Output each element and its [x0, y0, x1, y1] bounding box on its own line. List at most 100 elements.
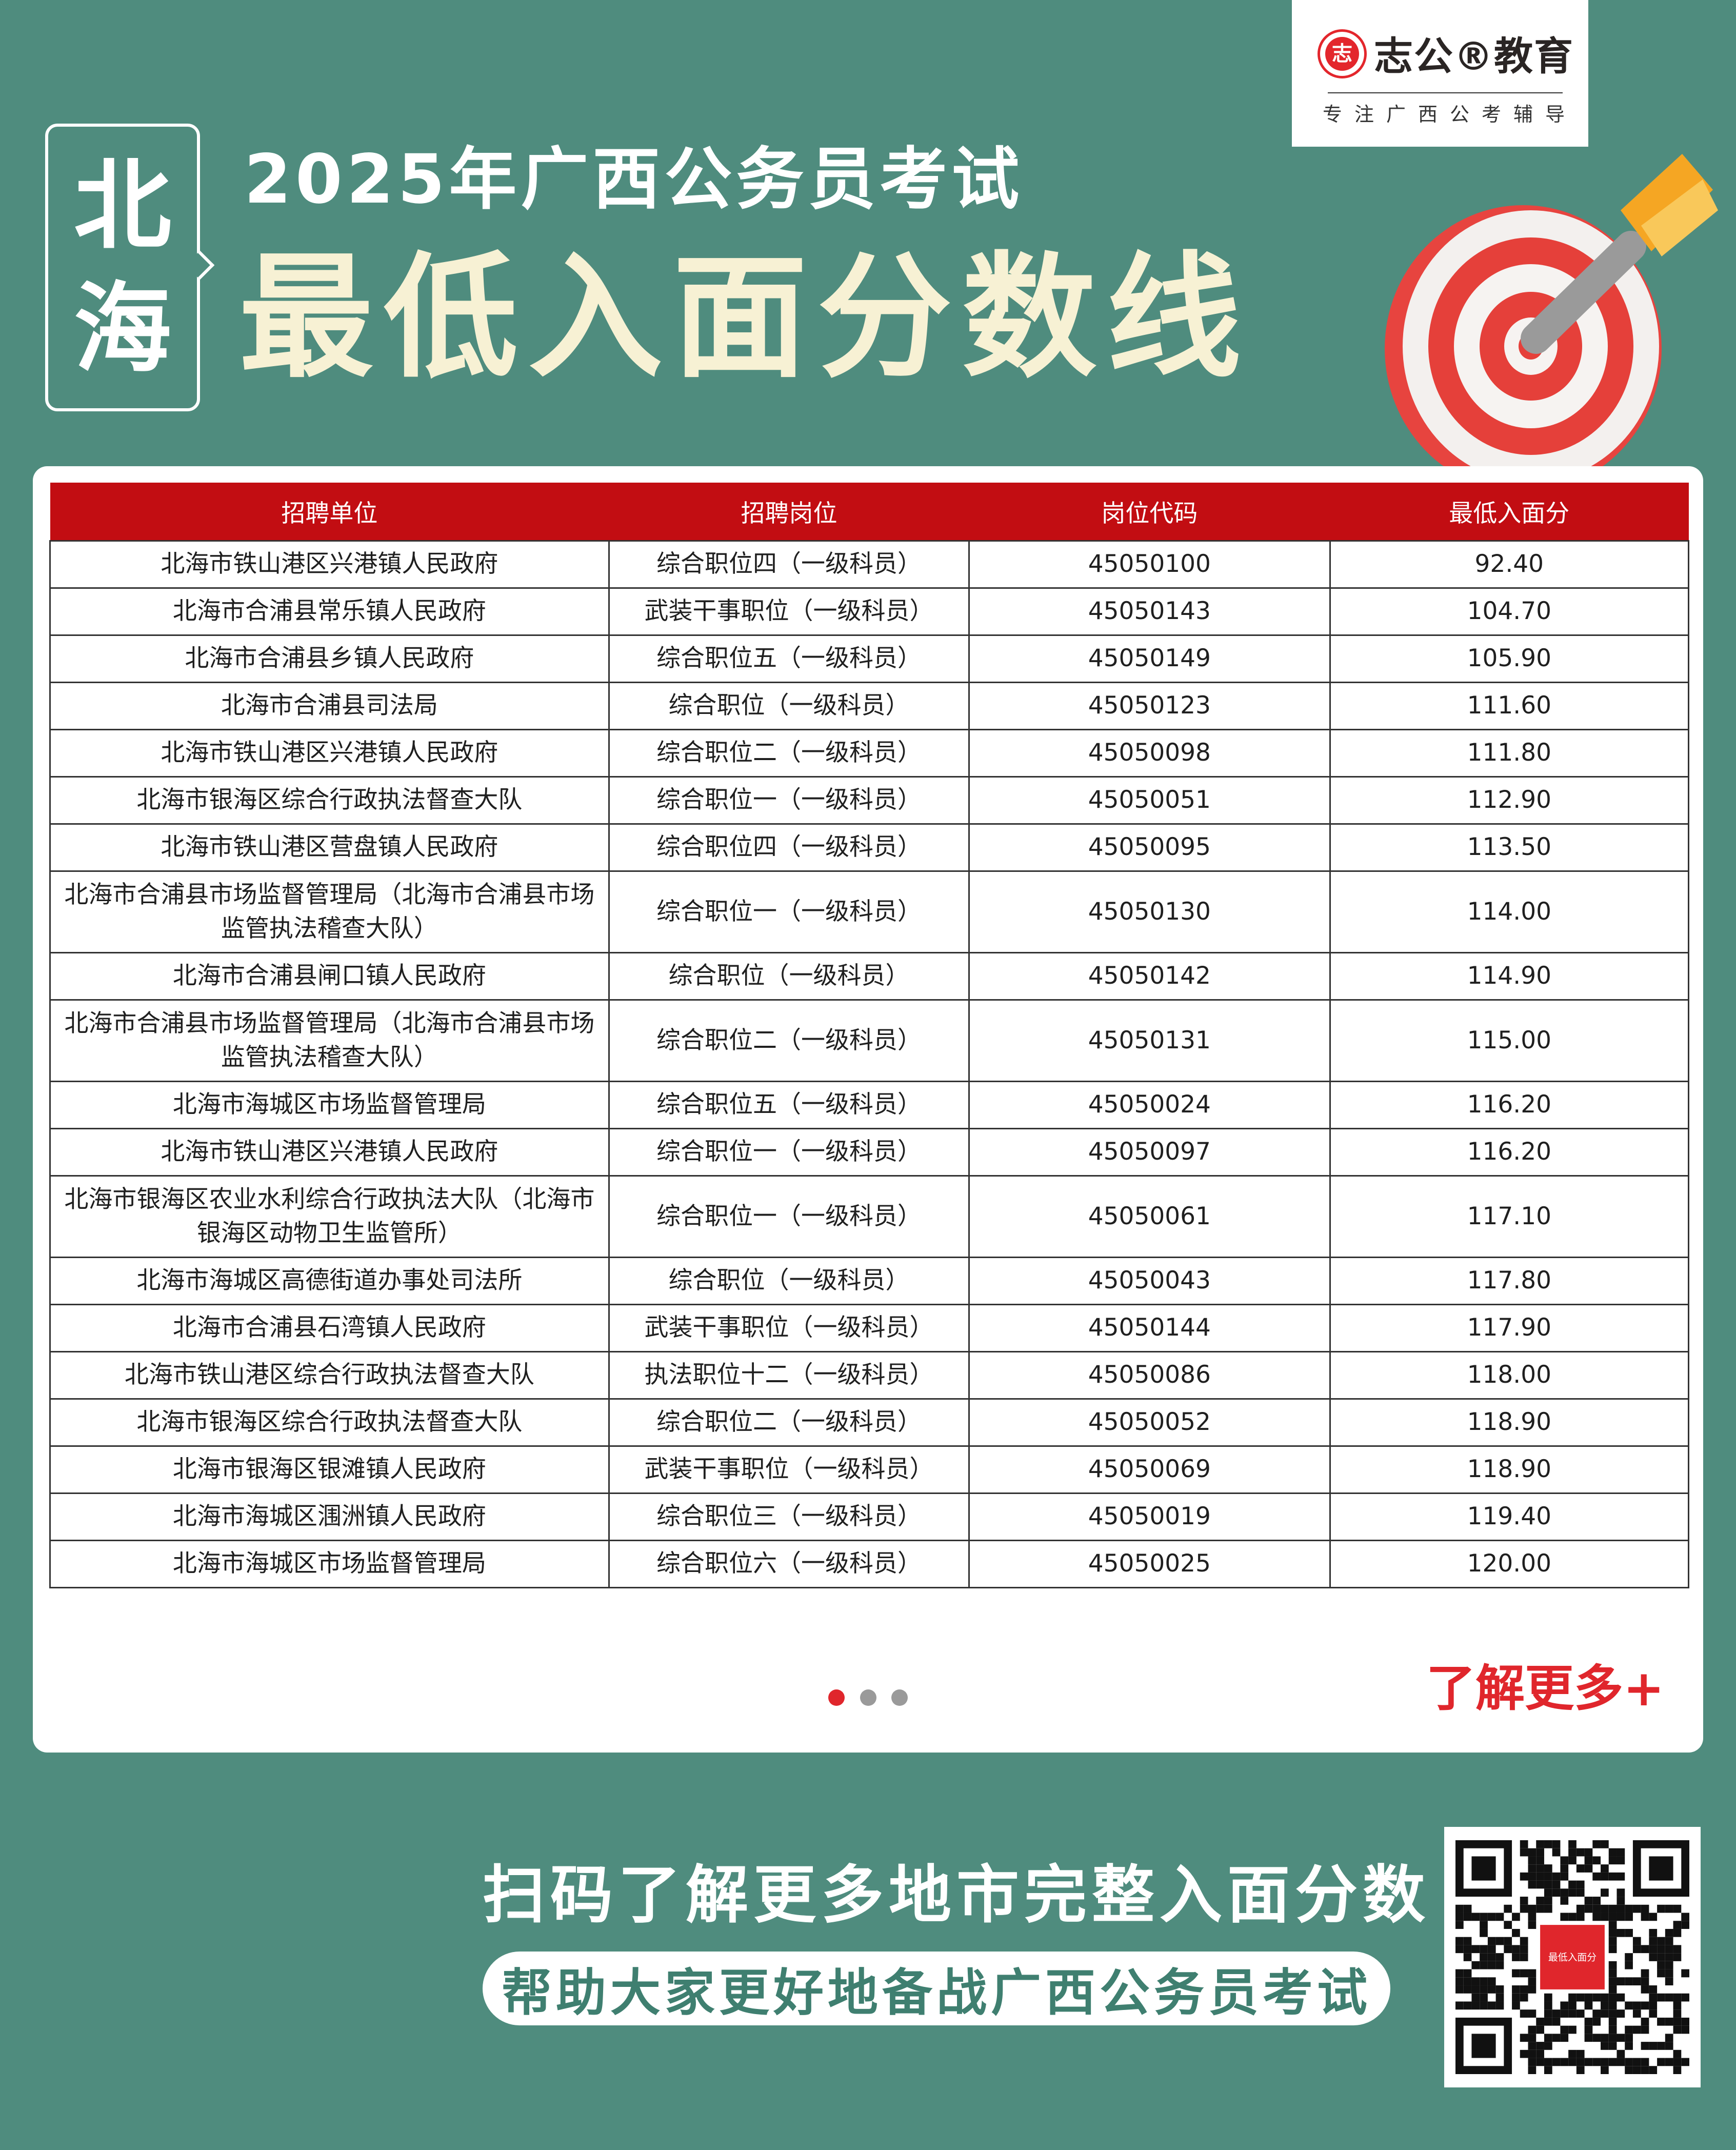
city-badge: 北 海	[45, 124, 200, 411]
cell-score: 117.90	[1329, 1303, 1690, 1352]
cell-position: 综合职位（一级科员）	[608, 1256, 970, 1305]
cell-score: 111.60	[1329, 681, 1690, 730]
city-char: 海	[73, 272, 171, 386]
cell-score: 114.90	[1329, 951, 1690, 1001]
cell-unit: 北海市铁山港区兴港镇人民政府	[49, 728, 610, 778]
logo-seal-icon: 志	[1318, 29, 1367, 78]
cell-score: 118.90	[1329, 1398, 1690, 1447]
table-row: 北海市海城区市场监督管理局 综合职位六（一级科员） 45050025 120.00	[49, 1539, 1690, 1588]
page-subtitle: 2025年广西公务员考试	[244, 140, 1024, 219]
cta-heading: 扫码了解更多地市完整入面分数	[483, 1859, 1430, 1932]
cell-score: 118.00	[1329, 1350, 1690, 1400]
qr-center-label: 最低入面分	[1548, 1952, 1597, 1963]
page-title: 最低入面分数线	[239, 240, 1251, 396]
cell-unit: 北海市海城区涠洲镇人民政府	[49, 1492, 610, 1541]
cell-score: 116.20	[1329, 1080, 1690, 1129]
score-table: 招聘单位 招聘岗位 岗位代码 最低入面分 北海市铁山港区兴港镇人民政府 综合职位四…	[49, 483, 1690, 1588]
cell-unit: 北海市合浦县乡镇人民政府	[49, 634, 610, 683]
cell-unit: 北海市合浦县石湾镇人民政府	[49, 1303, 610, 1352]
city-char: 北	[73, 149, 171, 263]
cell-code: 45050098	[968, 728, 1331, 778]
cell-code: 45050095	[968, 823, 1331, 872]
cell-position: 综合职位四（一级科员）	[608, 540, 970, 589]
cell-position: 综合职位五（一级科员）	[608, 634, 970, 683]
table-row: 北海市合浦县司法局 综合职位（一级科员） 45050123 111.60	[49, 681, 1690, 730]
qr-code[interactable]: 最低入面分	[1444, 1827, 1701, 2087]
table-row: 北海市银海区银滩镇人民政府 武装干事职位（一级科员） 45050069 118.90	[49, 1445, 1690, 1494]
cell-code: 45050097	[968, 1127, 1331, 1177]
cell-score: 119.40	[1329, 1492, 1690, 1541]
table-row: 北海市合浦县乡镇人民政府 综合职位五（一级科员） 45050149 105.90	[49, 634, 1690, 683]
column-header: 最低入面分	[1330, 483, 1689, 541]
table-row: 北海市银海区综合行政执法督查大队 综合职位二（一级科员） 45050052 118.9…	[49, 1398, 1690, 1447]
cell-code: 45050024	[968, 1080, 1331, 1129]
cell-code: 45050061	[968, 1174, 1331, 1258]
page-dot[interactable]	[860, 1689, 876, 1706]
cell-code: 45050130	[968, 870, 1331, 953]
table-row: 北海市合浦县常乐镇人民政府 武装干事职位（一级科员） 45050143 104.70	[49, 587, 1690, 636]
cell-code: 45050025	[968, 1539, 1331, 1588]
cell-score: 105.90	[1329, 634, 1690, 683]
cell-code: 45050051	[968, 775, 1331, 825]
cell-code: 45050143	[968, 587, 1331, 636]
cell-score: 114.00	[1329, 870, 1690, 953]
cell-unit: 北海市铁山港区兴港镇人民政府	[49, 540, 610, 589]
cell-position: 综合职位一（一级科员）	[608, 870, 970, 953]
table-row: 北海市铁山港区综合行政执法督查大队 执法职位十二（一级科员） 45050086 118…	[49, 1350, 1690, 1400]
cell-position: 综合职位三（一级科员）	[608, 1492, 970, 1541]
logo-divider	[1328, 92, 1563, 93]
table-row: 北海市铁山港区营盘镇人民政府 综合职位四（一级科员） 45050095 113.50	[49, 823, 1690, 872]
cell-position: 综合职位（一级科员）	[608, 681, 970, 730]
cell-score: 117.10	[1329, 1174, 1690, 1258]
cell-unit: 北海市银海区农业水利综合行政执法大队（北海市银海区动物卫生监管所）	[49, 1174, 610, 1258]
cell-code: 45050149	[968, 634, 1331, 683]
table-row: 北海市海城区高德街道办事处司法所 综合职位（一级科员） 45050043 117.80	[49, 1256, 1690, 1305]
cell-code: 45050086	[968, 1350, 1331, 1400]
cell-position: 武装干事职位（一级科员）	[608, 1445, 970, 1494]
table-row: 北海市海城区涠洲镇人民政府 综合职位三（一级科员） 45050019 119.40	[49, 1492, 1690, 1541]
table-row: 北海市银海区综合行政执法督查大队 综合职位一（一级科员） 45050051 112.9…	[49, 775, 1690, 825]
cta-pill: 帮助大家更好地备战广西公务员考试	[483, 1952, 1390, 2025]
cell-score: 113.50	[1329, 823, 1690, 872]
cell-unit: 北海市铁山港区兴港镇人民政府	[49, 1127, 610, 1177]
cell-unit: 北海市海城区市场监督管理局	[49, 1539, 610, 1588]
table-row: 北海市合浦县市场监督管理局（北海市合浦县市场监管执法稽查大队） 综合职位二（一级科…	[49, 999, 1690, 1082]
cell-score: 118.90	[1329, 1445, 1690, 1494]
cell-score: 92.40	[1329, 540, 1690, 589]
page-dot[interactable]	[891, 1689, 908, 1706]
cell-position: 综合职位六（一级科员）	[608, 1539, 970, 1588]
cell-position: 综合职位五（一级科员）	[608, 1080, 970, 1129]
table-row: 北海市银海区农业水利综合行政执法大队（北海市银海区动物卫生监管所） 综合职位一（一…	[49, 1174, 1690, 1258]
cell-unit: 北海市海城区高德街道办事处司法所	[49, 1256, 610, 1305]
brand-logo: 志 志公®教育 专注广西公考辅导	[1292, 0, 1588, 147]
cell-score: 111.80	[1329, 728, 1690, 778]
table-row: 北海市合浦县市场监督管理局（北海市合浦县市场监管执法稽查大队） 综合职位一（一级科…	[49, 870, 1690, 953]
cell-unit: 北海市合浦县市场监督管理局（北海市合浦县市场监管执法稽查大队）	[49, 870, 610, 953]
table-row: 北海市合浦县闸口镇人民政府 综合职位（一级科员） 45050142 114.90	[49, 951, 1690, 1001]
cell-code: 45050144	[968, 1303, 1331, 1352]
cell-position: 综合职位二（一级科员）	[608, 1398, 970, 1447]
column-header: 招聘岗位	[609, 483, 969, 541]
cell-score: 117.80	[1329, 1256, 1690, 1305]
cell-unit: 北海市合浦县市场监督管理局（北海市合浦县市场监管执法稽查大队）	[49, 999, 610, 1082]
cell-position: 武装干事职位（一级科员）	[608, 1303, 970, 1352]
cell-position: 武装干事职位（一级科员）	[608, 587, 970, 636]
table-row: 北海市合浦县石湾镇人民政府 武装干事职位（一级科员） 45050144 117.90	[49, 1303, 1690, 1352]
table-row: 北海市铁山港区兴港镇人民政府 综合职位四（一级科员） 45050100 92.40	[49, 540, 1690, 589]
table-row: 北海市海城区市场监督管理局 综合职位五（一级科员） 45050024 116.20	[49, 1080, 1690, 1129]
cell-position: 综合职位一（一级科员）	[608, 1174, 970, 1258]
cell-score: 120.00	[1329, 1539, 1690, 1588]
qr-code-icon: 最低入面分	[1455, 1840, 1689, 2074]
page-dot-active[interactable]	[828, 1689, 845, 1706]
logo-slogan: 专注广西公考辅导	[1323, 103, 1578, 126]
cell-unit: 北海市银海区银滩镇人民政府	[49, 1445, 610, 1494]
cell-unit: 北海市银海区综合行政执法督查大队	[49, 775, 610, 825]
cell-unit: 北海市合浦县常乐镇人民政府	[49, 587, 610, 636]
cell-score: 116.20	[1329, 1127, 1690, 1177]
table-row: 北海市铁山港区兴港镇人民政府 综合职位二（一级科员） 45050098 111.80	[49, 728, 1690, 778]
learn-more-link[interactable]: 了解更多+	[1426, 1660, 1665, 1717]
cell-position: 综合职位二（一级科员）	[608, 999, 970, 1082]
cell-unit: 北海市合浦县闸口镇人民政府	[49, 951, 610, 1001]
table-header-row: 招聘单位 招聘岗位 岗位代码 最低入面分	[50, 483, 1689, 541]
cell-code: 45050019	[968, 1492, 1331, 1541]
